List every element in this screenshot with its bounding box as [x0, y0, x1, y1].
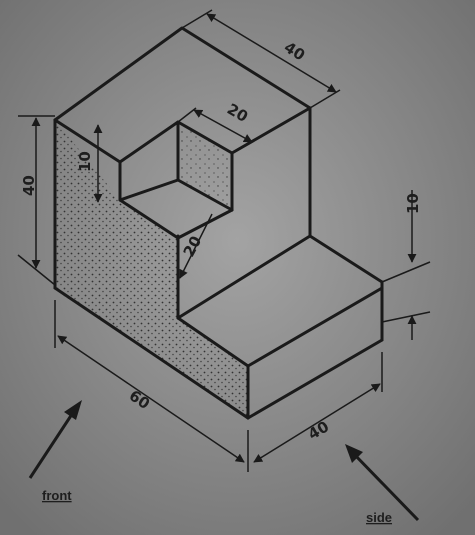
front-view-label: front — [42, 488, 72, 503]
side-view-label: side — [366, 510, 392, 525]
dimension-lines — [17, 9, 431, 472]
dim-slot-depth: 10 — [76, 151, 94, 172]
dim-right-height: 10 — [404, 193, 422, 214]
front-view-arrow — [28, 400, 82, 479]
side-view-arrow — [345, 444, 420, 522]
dim-left-height: 40 — [20, 175, 38, 196]
